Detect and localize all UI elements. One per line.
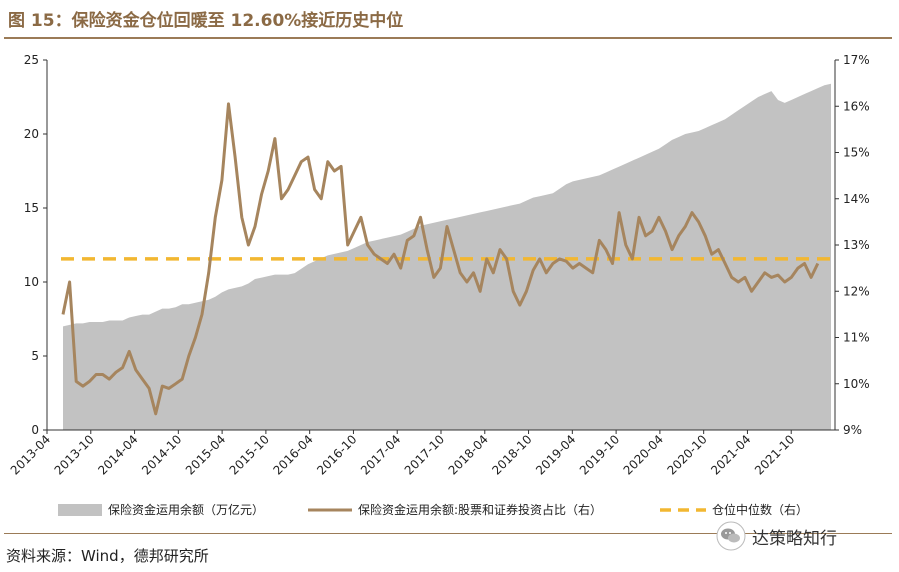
y-right-tick-label: 14%: [843, 192, 870, 206]
x-tick-label: 2017-10: [402, 432, 447, 477]
x-tick-label: 2013-04: [8, 432, 53, 477]
legend-swatch-area: [58, 504, 102, 516]
figure-title: 图 15：保险资金仓位回暖至 12.60%接近历史中位: [8, 11, 404, 31]
y-left-tick-label: 0: [31, 423, 39, 437]
y-right-tick-label: 15%: [843, 146, 870, 160]
x-tick-label: 2013-10: [52, 432, 97, 477]
title-divider: [4, 37, 892, 39]
x-tick-label: 2017-04: [358, 432, 403, 477]
y-right-tick-label: 9%: [843, 423, 862, 437]
x-tick-label: 2016-10: [314, 432, 359, 477]
area-layer: [63, 83, 831, 430]
x-tick-label: 2014-04: [95, 432, 140, 477]
bottom-divider: [4, 533, 892, 534]
y-right-tick-label: 13%: [843, 238, 870, 252]
legend-label-area: 保险资金运用余额（万亿元）: [108, 502, 264, 517]
legend-label-line: 保险资金运用余额:股票和证券投资占比（右）: [358, 502, 602, 517]
wechat-icon: [716, 521, 746, 551]
y-left-tick-label: 25: [24, 53, 39, 67]
x-tick-label: 2015-04: [183, 432, 228, 477]
x-tick-label: 2021-04: [708, 432, 753, 477]
x-tick-label: 2014-10: [139, 432, 184, 477]
x-tick-label: 2020-10: [664, 432, 709, 477]
y-left-tick-label: 5: [31, 349, 39, 363]
area-series-balance: [63, 83, 831, 430]
y-right-tick-label: 17%: [843, 53, 870, 67]
source-note: 资料来源：Wind，德邦研究所: [6, 547, 209, 565]
x-tick-label: 2018-10: [489, 432, 534, 477]
line-series-equity-ratio: [61, 102, 820, 416]
y-right-tick-label: 16%: [843, 99, 870, 113]
legend: 保险资金运用余额（万亿元） 保险资金运用余额:股票和证券投资占比（右） 仓位中位数（…: [58, 502, 808, 517]
watermark-text: 达策略知行: [752, 528, 837, 549]
x-tick-label: 2019-10: [577, 432, 622, 477]
x-tick-label: 2020-04: [621, 432, 666, 477]
y-right-tick-label: 10%: [843, 377, 870, 391]
y-left-tick-label: 15: [24, 201, 39, 215]
legend-label-median: 仓位中位数（右）: [712, 502, 808, 517]
x-tick-label: 2016-04: [270, 432, 315, 477]
y-right-tick-label: 11%: [843, 331, 870, 345]
y-left-tick-label: 10: [24, 275, 39, 289]
x-tick-label: 2018-04: [446, 432, 491, 477]
chart: 0 5 10 15 20 25 9% 10% 11% 12% 13% 14% 15% 16% 17% 2013…: [8, 53, 870, 517]
y-right-tick-label: 12%: [843, 284, 870, 298]
x-tick-label: 2015-10: [227, 432, 272, 477]
watermark: 达策略知行: [716, 521, 837, 551]
line-layer: [61, 102, 820, 416]
y-left-tick-label: 20: [24, 127, 39, 141]
x-tick-label: 2019-04: [533, 432, 578, 477]
x-tick-label: 2021-10: [752, 432, 797, 477]
